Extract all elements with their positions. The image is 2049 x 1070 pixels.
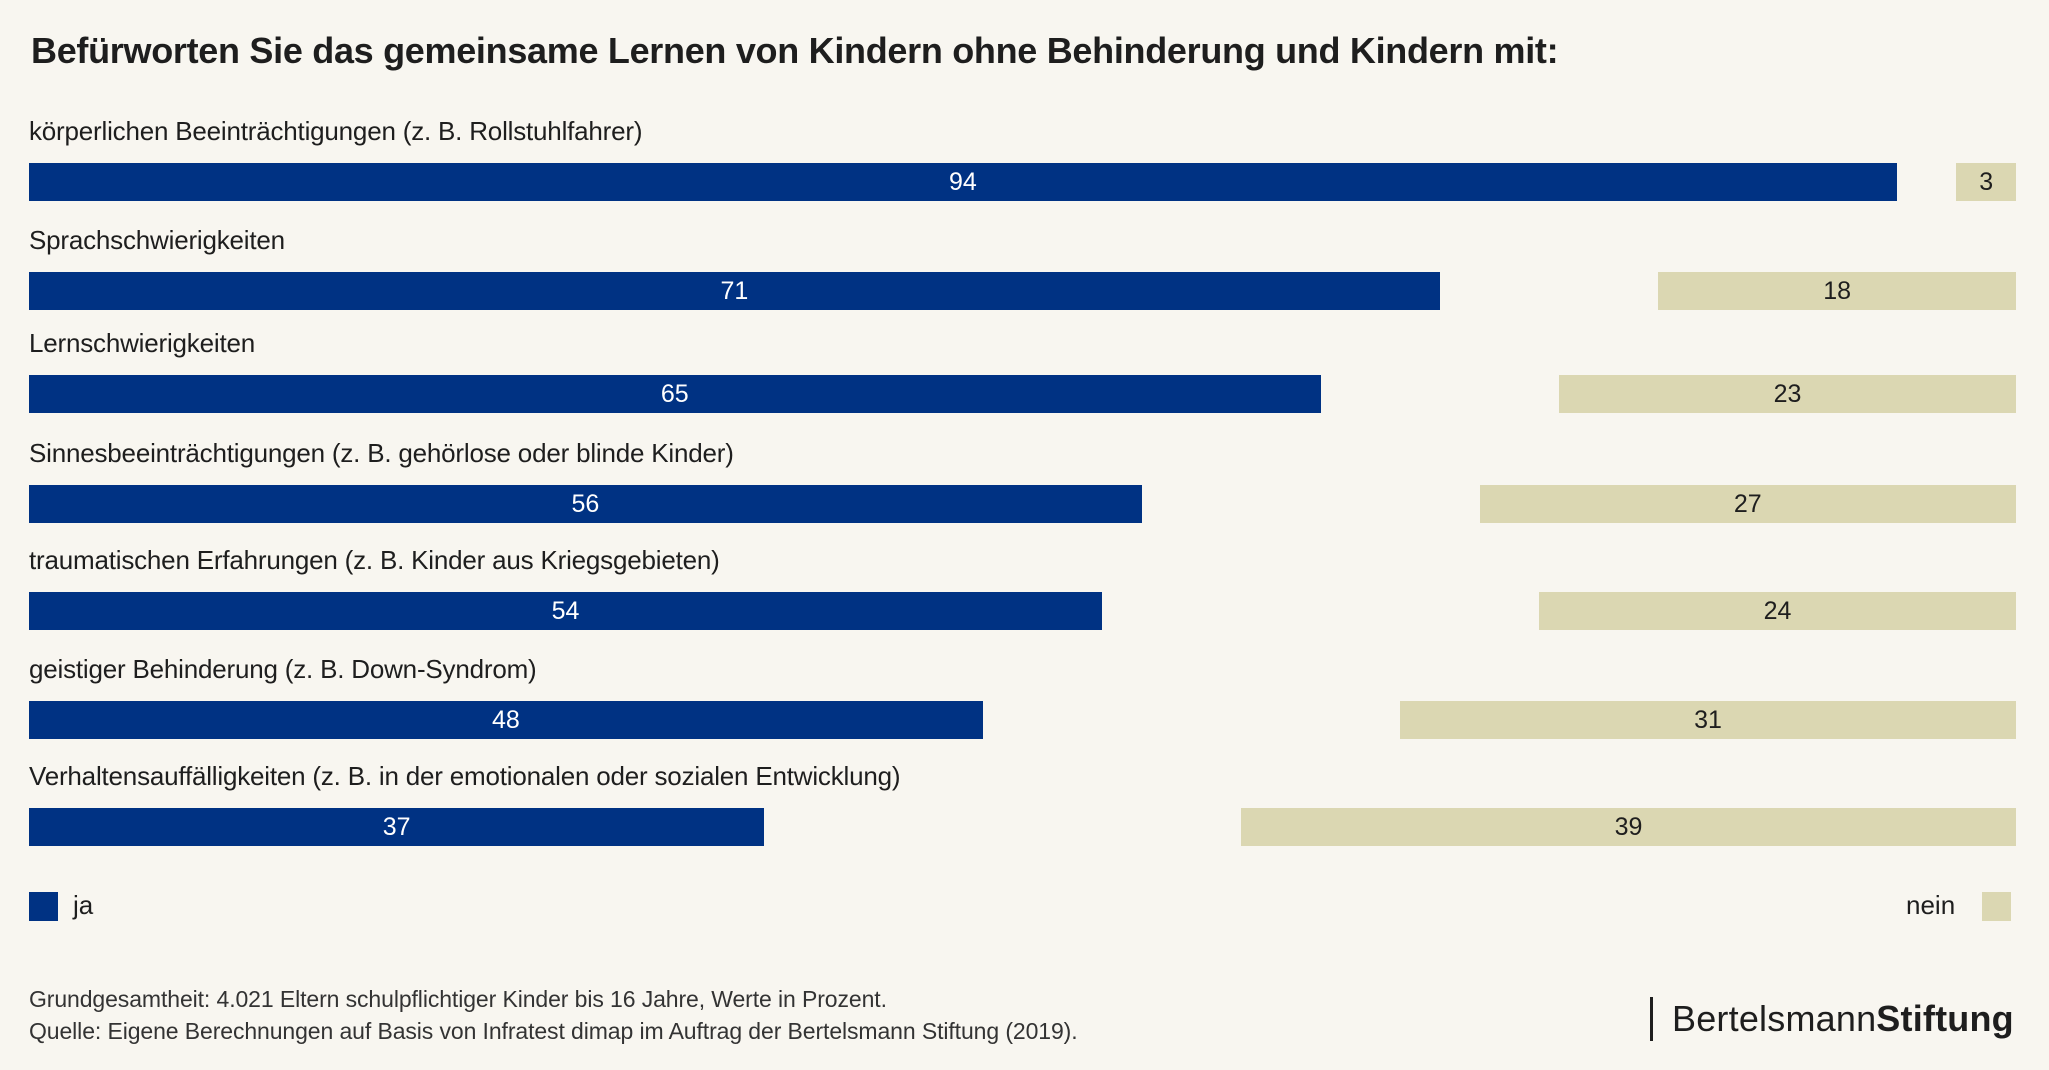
bar-ja: 94 (29, 163, 1897, 201)
bar-nein: 39 (1241, 808, 2016, 846)
chart-title: Befürworten Sie das gemeinsame Lernen vo… (31, 30, 1559, 71)
bar-value-nein: 39 (1614, 813, 1643, 841)
legend-swatch-ja (29, 892, 58, 921)
bar-value-nein: 18 (1823, 277, 1852, 305)
bar-nein: 31 (1400, 701, 2016, 739)
logo-text: BertelsmannStiftung (1672, 998, 2014, 1040)
bar-value-ja: 65 (660, 380, 689, 408)
bar-nein: 18 (1658, 272, 2016, 310)
bar-ja: 37 (29, 808, 765, 846)
category-label: geistiger Behinderung (z. B. Down-Syndro… (29, 654, 537, 684)
bar-nein: 3 (1956, 163, 2016, 201)
bar-value-nein: 3 (1979, 168, 1994, 196)
category-label: körperlichen Beeinträchtigungen (z. B. R… (29, 116, 643, 146)
category-label: Sinnesbeeinträchtigungen (z. B. gehörlos… (29, 438, 734, 468)
legend-label-ja: ja (73, 890, 94, 920)
bar-value-ja: 54 (551, 597, 580, 625)
legend-swatch-nein (1982, 892, 2011, 921)
bar-value-ja: 71 (720, 277, 749, 305)
bar-nein: 27 (1479, 485, 2016, 523)
bar-value-nein: 27 (1733, 490, 1762, 518)
bar-value-nein: 31 (1694, 706, 1722, 734)
footer-source-note: Quelle: Eigene Berechnungen auf Basis vo… (29, 1018, 1078, 1044)
category-label: Lernschwierigkeiten (29, 328, 255, 358)
logo-bar-icon (1650, 997, 1653, 1041)
bar-ja: 65 (29, 375, 1321, 413)
bar-ja: 56 (29, 485, 1142, 523)
category-label: Verhaltensauffälligkeiten (z. B. in der … (29, 761, 901, 791)
bar-value-ja: 37 (382, 813, 411, 841)
bertelsmann-stiftung-logo: BertelsmannStiftung (1650, 996, 2014, 1042)
bar-value-ja: 94 (948, 168, 977, 196)
logo-text-regular: Bertelsmann (1672, 998, 1877, 1039)
bar-ja: 54 (29, 592, 1102, 630)
logo-text-bold: Stiftung (1876, 998, 2014, 1039)
bar-value-nein: 23 (1773, 380, 1802, 408)
bar-value-ja: 56 (571, 490, 600, 518)
bar-value-nein: 24 (1763, 597, 1792, 625)
category-label: Sprachschwierigkeiten (29, 225, 285, 255)
bar-nein: 23 (1558, 375, 2016, 413)
category-label: traumatischen Erfahrungen (z. B. Kinder … (29, 545, 720, 575)
bar-value-ja: 48 (491, 706, 520, 734)
legend-label-nein: nein (1906, 890, 1956, 920)
bar-nein: 24 (1539, 592, 2016, 630)
footer-base-note: Grundgesamtheit: 4.021 Eltern schulpflic… (29, 986, 887, 1012)
bar-ja: 48 (29, 701, 983, 739)
bar-ja: 71 (29, 272, 1440, 310)
bar-chart: körperlichen Beeinträchtigungen (z. B. R… (29, 116, 2016, 846)
